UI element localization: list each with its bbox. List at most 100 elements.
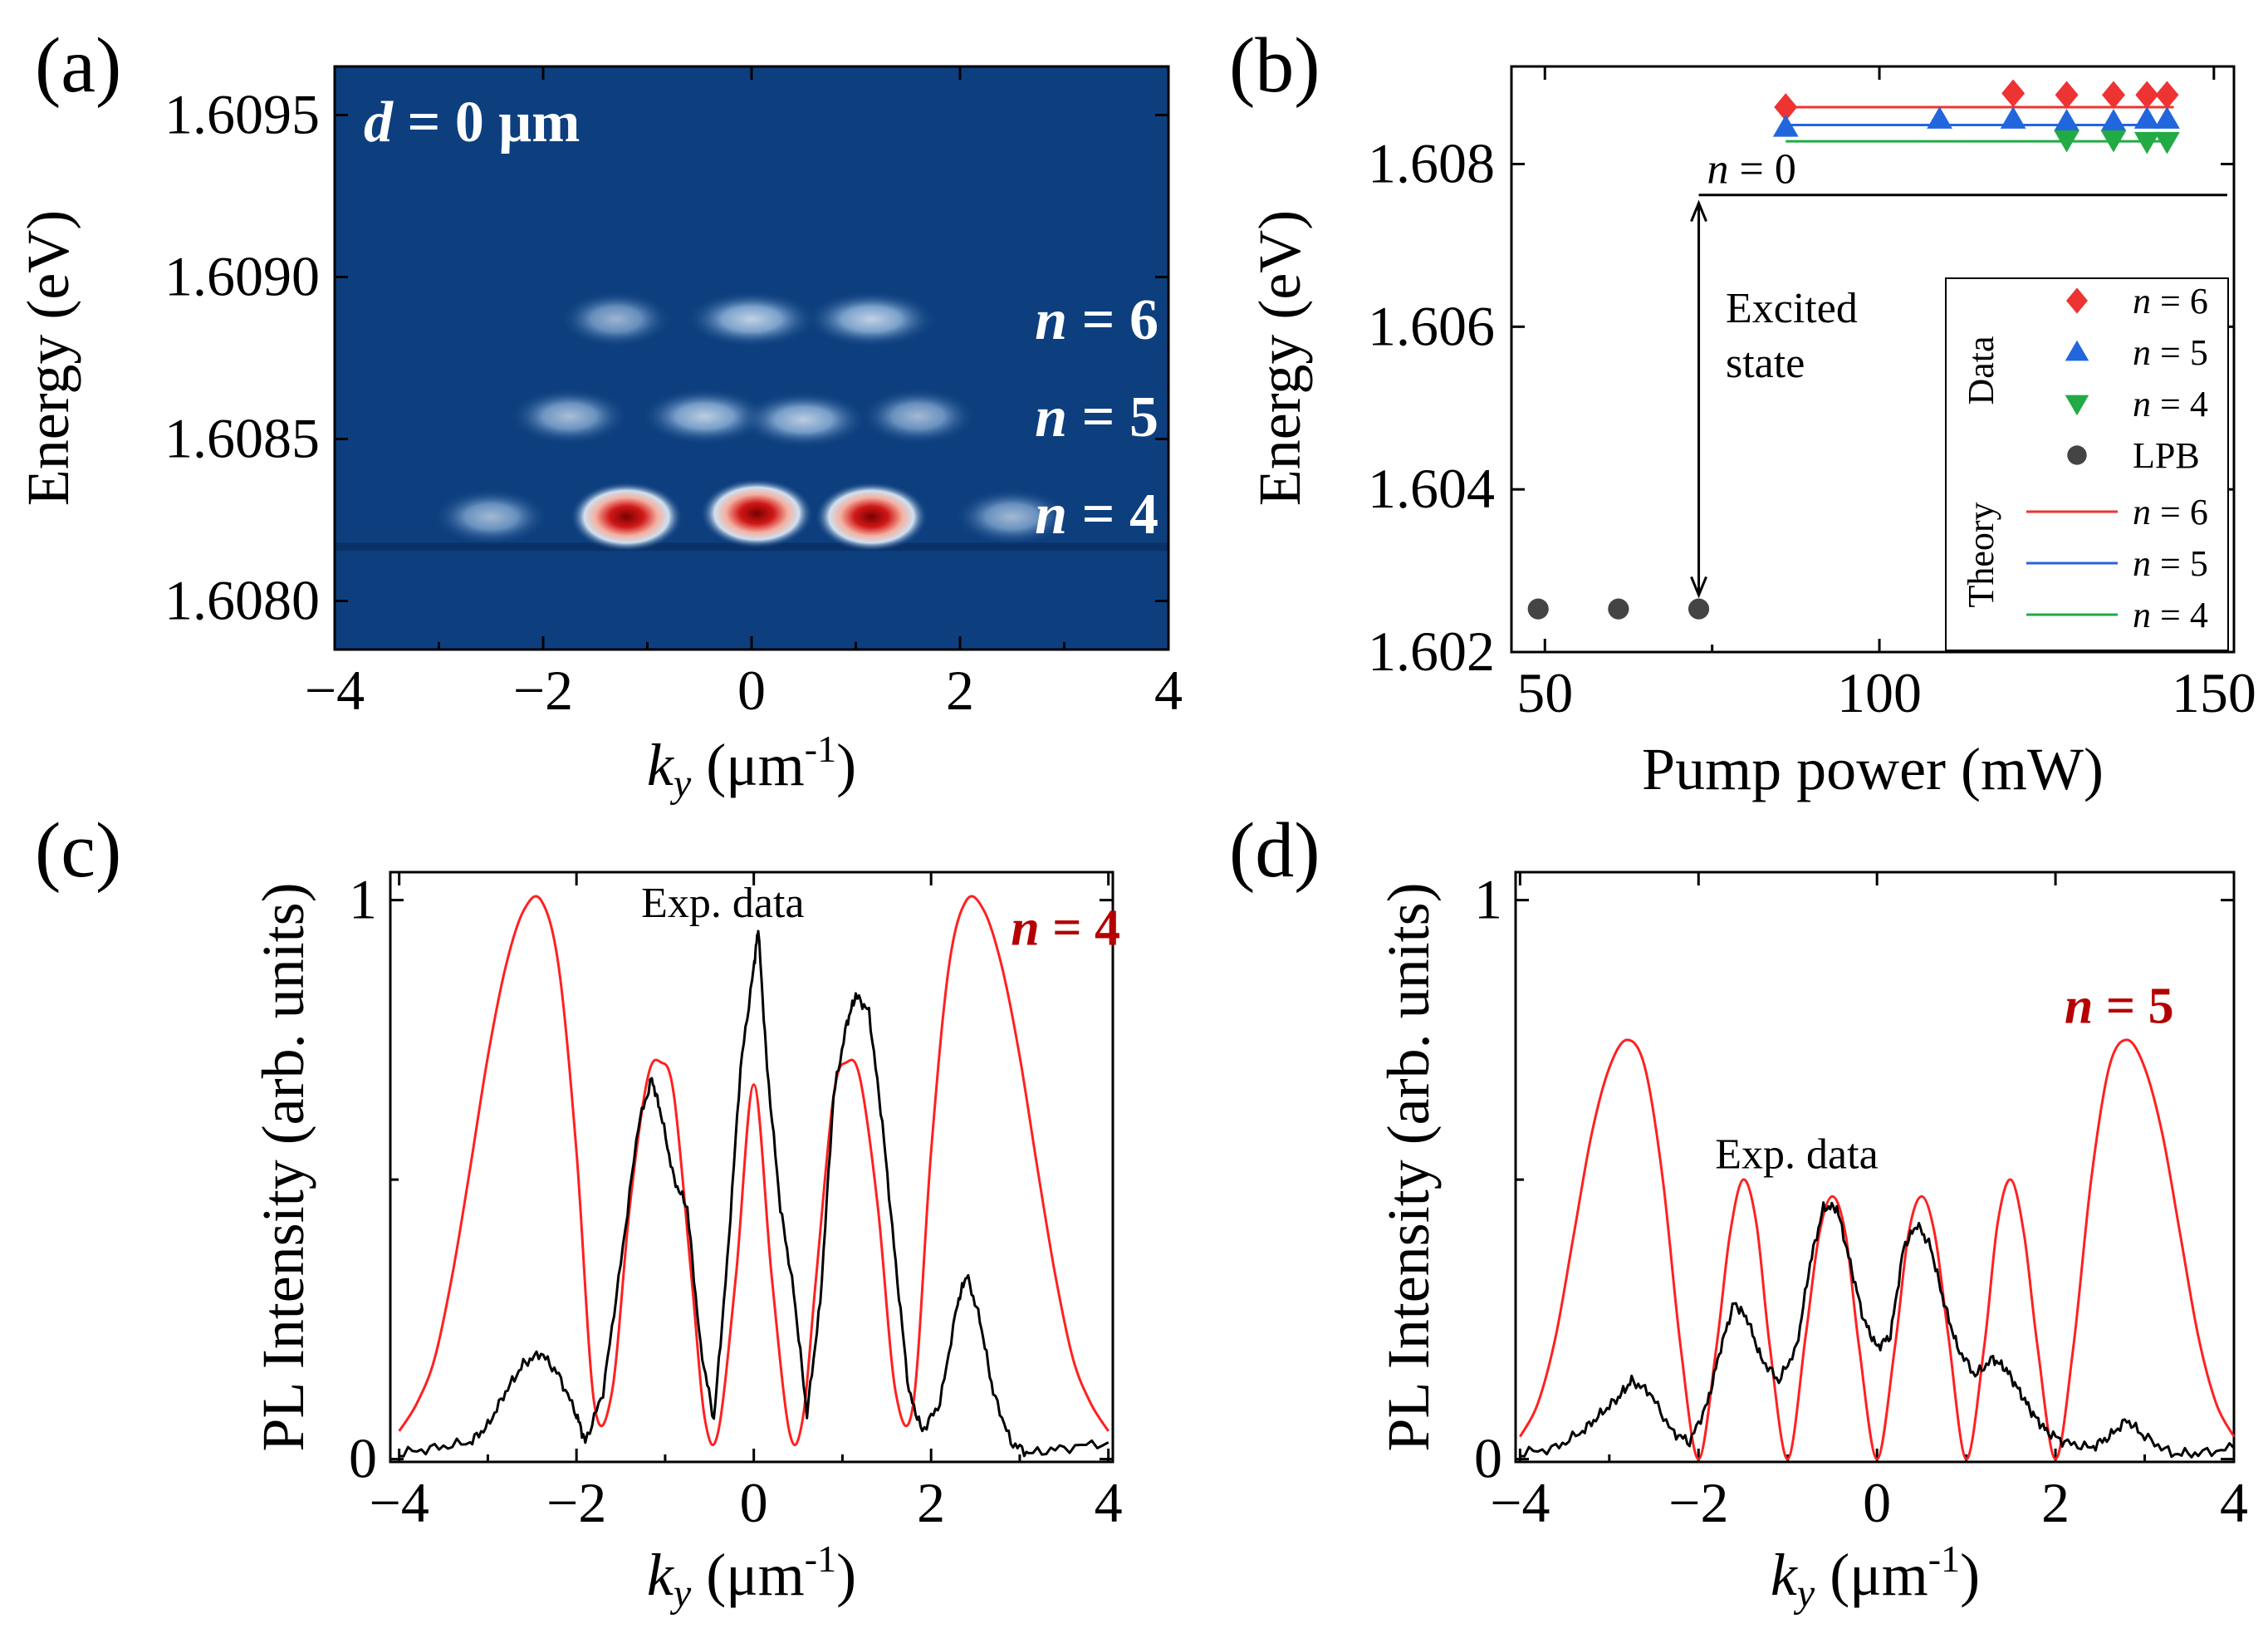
legend-label: n = 6: [2133, 492, 2208, 532]
heatmap-mode-spot: [640, 388, 769, 445]
legend-label-var: n: [2133, 492, 2151, 532]
x-tick-label: −2: [513, 659, 573, 722]
legend-label-rest: LPB: [2133, 435, 2200, 476]
panel-c-x-ticks: −4 −2 0 2 4: [369, 872, 1123, 1534]
x-tick-label: 2: [917, 1471, 945, 1534]
panel-d-line: −4 −2 0 2 4 01 Exp. data n = 5 ky (μm-1) PL …: [1375, 868, 2248, 1616]
n0-rest: = 0: [1729, 146, 1796, 194]
panel-d-x-label: ky (μm-1): [1771, 1537, 1980, 1616]
mode-label: n = 5: [1035, 385, 1158, 449]
panel-c-y-label: PL Intensity (arb. units): [250, 882, 316, 1451]
n0-var: n: [1707, 146, 1729, 194]
y-tick-label: 1: [1474, 868, 1502, 931]
x-tick-label: 50: [1516, 661, 1573, 724]
legend-label: LPB: [2133, 435, 2200, 476]
data-point: [2100, 130, 2127, 153]
panel-label-a: (a): [35, 22, 121, 109]
legend-label-var: n: [2133, 595, 2151, 635]
excited-label-line2: state: [1726, 340, 1805, 387]
legend-label: n = 6: [2133, 281, 2208, 321]
heatmap-intensity: [335, 291, 1168, 552]
legend-label: n = 5: [2133, 543, 2208, 584]
panel-d-annotation: Exp. data: [1715, 1131, 1878, 1179]
panel-b-x-label: Pump power (mW): [1642, 736, 2104, 802]
n0-label: n = 0: [1707, 146, 1796, 194]
panel-a-y-ticks: 1.6080 1.6085 1.6090 1.6095: [164, 83, 1168, 632]
panel-a-heatmap: −4 −2 0 2 4 1.6080 1.6085 1.6090 1.6095 d = 0 μ…: [15, 65, 1183, 806]
x-tick-label: −4: [305, 659, 365, 722]
data-point: [2054, 130, 2080, 153]
panel-b-x-ticks: 50 100 150: [1516, 66, 2256, 724]
legend-label-rest: = 6: [2151, 281, 2208, 321]
x-tick-label: 150: [2172, 661, 2256, 724]
mode-var: n: [2065, 978, 2093, 1035]
data-point: [2102, 81, 2125, 110]
x-tick-label: 0: [737, 659, 766, 722]
xlabel-sup: -1: [805, 728, 836, 770]
heatmap-mode-spot: [433, 488, 549, 546]
panel-d-series: [1519, 1038, 2236, 1461]
panel-a-annotation: d = 0 μm: [364, 91, 580, 154]
excitation-arrow: [1690, 199, 1707, 599]
panel-a-y-label: Energy (eV): [15, 210, 81, 507]
xlabel-var: k: [647, 732, 675, 798]
xlabel-unit: (μm: [691, 732, 805, 798]
legend-label: n = 4: [2133, 595, 2208, 635]
y-tick-label: 1.604: [1368, 457, 1495, 520]
y-tick-label: 1.6090: [164, 245, 320, 308]
theory-curve: [398, 895, 1110, 1446]
mode-label-var: n: [1035, 385, 1067, 449]
data-point: [1527, 598, 1549, 620]
panel-c-series: [398, 895, 1110, 1458]
data-point: [2133, 106, 2160, 129]
xlabel-close: ): [836, 732, 856, 798]
y-tick-label: 1.6095: [164, 83, 320, 146]
x-tick-label: 4: [1154, 659, 1183, 722]
mode-label-rest: = 4: [1067, 483, 1158, 547]
panel-b-y-label: Energy (eV): [1247, 210, 1313, 507]
panel-b-scatter: 50 100 150 1.602 1.604 1.606 1.608 n = 0 Exci…: [1247, 65, 2256, 802]
data-point: [2154, 106, 2180, 129]
xlabel-sup: -1: [805, 1537, 836, 1580]
y-tick-label: 1.608: [1368, 132, 1495, 195]
data-point: [2054, 109, 2080, 131]
xlabel-sup: -1: [1928, 1537, 1960, 1580]
legend-label-rest: = 6: [2151, 492, 2208, 532]
x-tick-label: −4: [1490, 1471, 1550, 1534]
panel-b-y-ticks: 1.602 1.604 1.606 1.608: [1368, 132, 2234, 683]
x-tick-label: −2: [1668, 1471, 1728, 1534]
data-point: [2135, 81, 2159, 110]
xlabel-close: ): [1960, 1542, 1980, 1608]
y-tick-label: 1.6080: [164, 569, 320, 632]
mode-label-rest: = 6: [1067, 288, 1158, 352]
panel-c-mode-label: n = 4: [1011, 900, 1120, 956]
heatmap-mode-spot: [510, 388, 629, 445]
data-point: [2154, 131, 2180, 154]
data-point: [1774, 93, 1798, 121]
heatmap-mode-spot: [686, 291, 817, 348]
data-point: [2000, 106, 2026, 129]
mode-label-rest: = 5: [1067, 385, 1158, 449]
data-point: [2100, 109, 2127, 131]
panel-label-d: (d): [1229, 807, 1320, 894]
panel-c-line: −4 −2 0 2 4 01 Exp. data n = 4 ky (μm-1) PL …: [250, 868, 1123, 1616]
panel-a-x-ticks: −4 −2 0 2 4: [305, 66, 1183, 722]
heatmap-hot-spot: [815, 482, 928, 552]
legend-label-rest: = 5: [2151, 543, 2208, 584]
panel-d-y-label: PL Intensity (arb. units): [1375, 882, 1442, 1451]
data-point: [1927, 106, 1952, 129]
panel-d-frame: [1514, 870, 2236, 1464]
y-tick-label: 1: [349, 868, 377, 931]
legend-group-data: Data: [1961, 336, 2001, 405]
data-point: [2133, 131, 2160, 154]
legend-label-rest: = 4: [2151, 384, 2208, 424]
mode-label-var: n: [1035, 483, 1067, 547]
x-tick-label: 0: [740, 1471, 768, 1534]
mode-rest: = 4: [1040, 900, 1120, 956]
heatmap-hot-spot: [700, 478, 814, 549]
mode-rest: = 5: [2093, 978, 2173, 1035]
legend-label-rest: = 5: [2151, 332, 2208, 373]
